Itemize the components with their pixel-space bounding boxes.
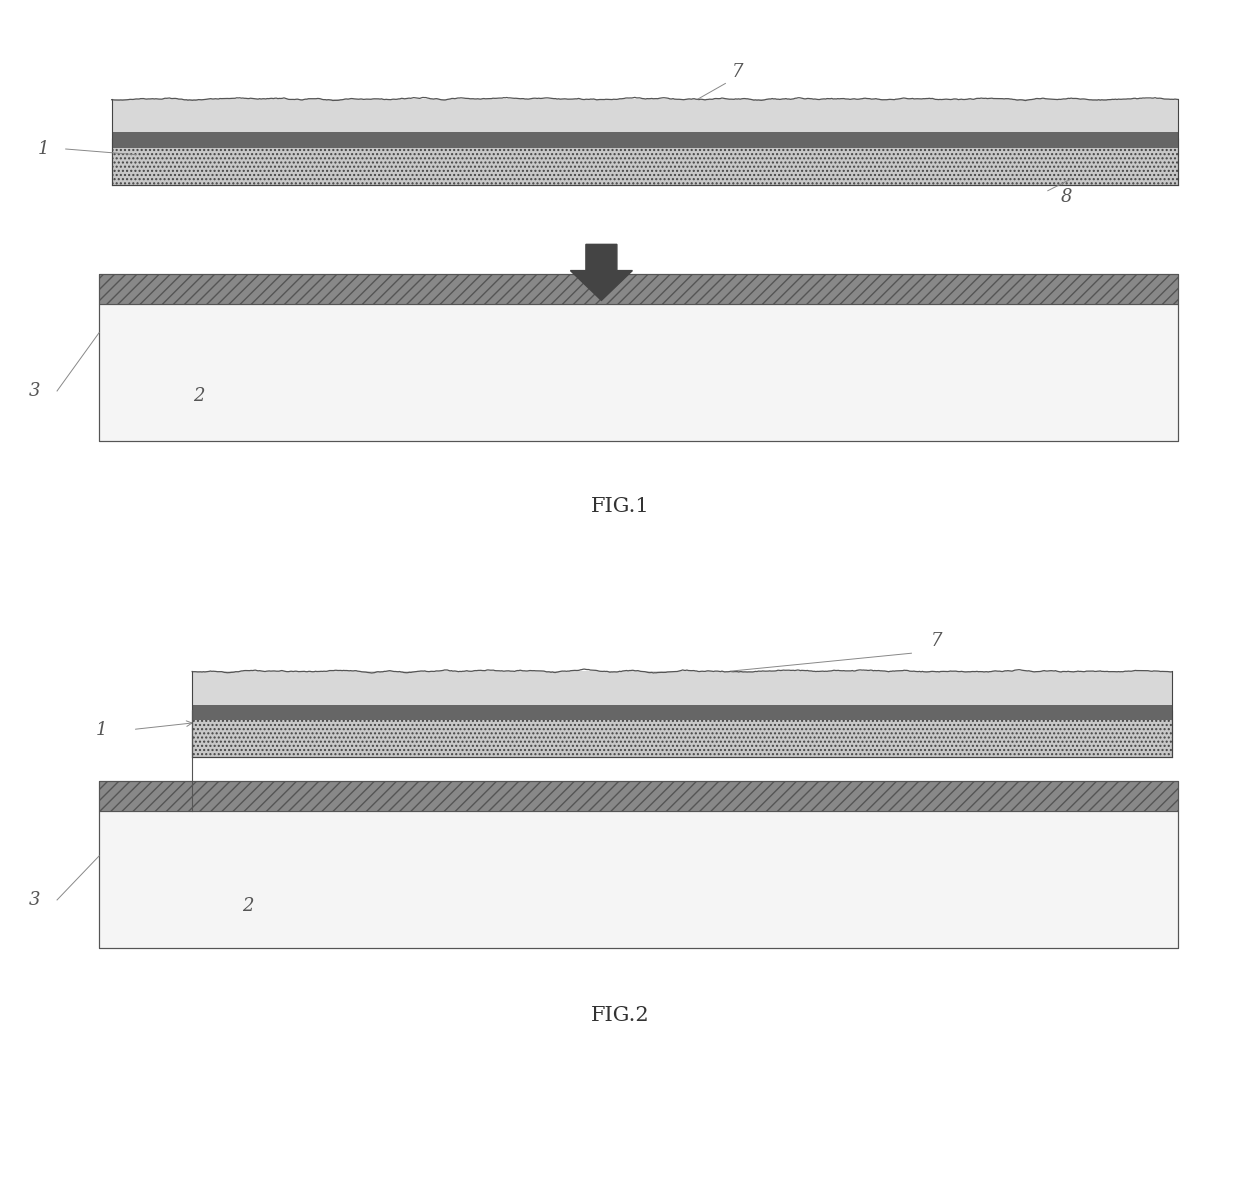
Bar	[112, 99, 1178, 137]
Bar	[192, 704, 1172, 720]
Bar	[112, 132, 1178, 148]
Bar	[99, 781, 1178, 948]
Text: 7: 7	[930, 632, 942, 651]
Text: 8: 8	[1060, 187, 1073, 206]
Text: FIG.1: FIG.1	[590, 497, 650, 516]
Bar	[99, 274, 1178, 304]
Text: 2: 2	[192, 386, 205, 405]
Text: 3: 3	[29, 890, 41, 909]
Text: 1: 1	[37, 139, 50, 159]
Text: 2: 2	[242, 896, 254, 915]
Bar	[99, 274, 1178, 441]
Bar	[99, 304, 1178, 441]
Text: 3: 3	[29, 381, 41, 401]
Bar	[112, 137, 1178, 185]
Text: 1: 1	[95, 720, 108, 739]
FancyArrow shape	[570, 244, 632, 300]
Bar	[192, 709, 1172, 757]
Text: FIG.2: FIG.2	[590, 1006, 650, 1025]
Text: 7: 7	[732, 62, 744, 81]
Bar	[192, 671, 1172, 709]
Bar	[99, 781, 1178, 811]
Bar	[99, 811, 1178, 948]
